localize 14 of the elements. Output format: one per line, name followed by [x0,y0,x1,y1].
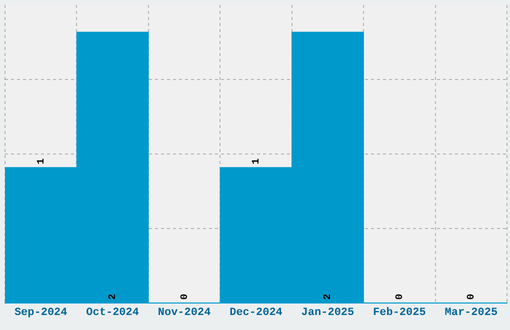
x-tick-label: Mar-2025 [444,307,498,320]
data-label: 1 [252,158,263,164]
x-tick-label: Nov-2024 [158,307,212,320]
x-tick-label: Feb-2025 [373,307,426,320]
x-tick-label: Jan-2025 [301,307,355,320]
data-label: 2 [323,294,334,300]
data-label: 1 [36,158,48,164]
x-tick-label: Oct-2024 [86,307,140,320]
x-tick-label: Dec-2024 [230,307,283,320]
data-label: 2 [108,294,120,300]
data-label: 0 [466,294,478,300]
data-label: 0 [180,294,191,300]
data-label: 0 [394,294,406,300]
x-tick-label: Sep-2024 [14,307,68,320]
